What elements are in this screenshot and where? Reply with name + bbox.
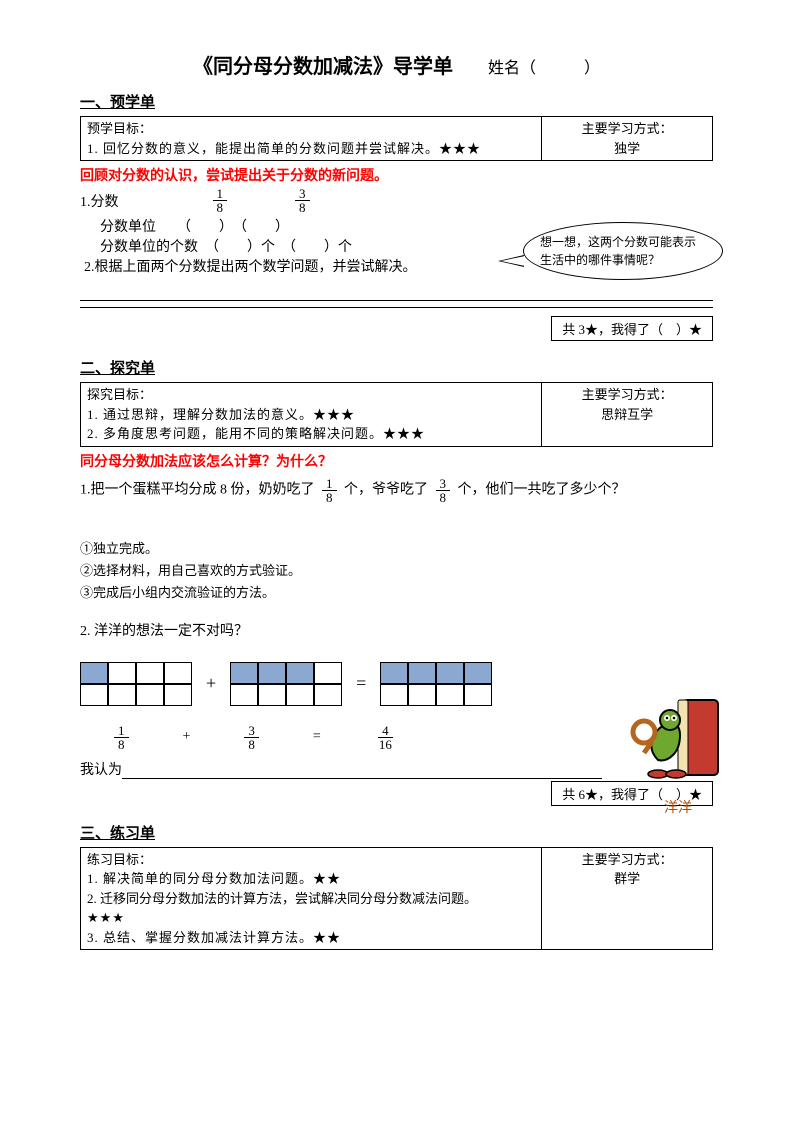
- sec2-red-instruction: 同分母分数加法应该怎么计算？为什么？: [80, 451, 713, 471]
- sec1-score-box[interactable]: 共 3★，我得了（ ）★: [551, 316, 713, 341]
- write-line-1[interactable]: [80, 300, 713, 301]
- q1-frac2: 3 8: [436, 477, 451, 504]
- sec2-question1: 1.把一个蛋糕平均分成 8 份，奶奶吃了 1 8 个，爷爷吃了 3 8 个，他们…: [80, 477, 713, 504]
- grid-b: [230, 662, 342, 706]
- worm-icon: [628, 690, 728, 790]
- sec2-question2: 2. 洋洋的想法一定不对吗？: [80, 620, 713, 644]
- title-row: 《同分母分数加减法》导学单 姓名（ ）: [80, 50, 713, 79]
- sec2-goal-1: 1. 通过思辩，理解分数加法的意义。★★★: [87, 407, 355, 422]
- q1-part-a: 1.把一个蛋糕平均分成 8 份，奶奶吃了: [80, 482, 315, 497]
- sec1-goal-label: 预学目标：: [87, 121, 152, 136]
- step-2: ②选择材料，用自己喜欢的方式验证。: [80, 560, 713, 582]
- equals-sign-2: =: [313, 729, 321, 745]
- sec1-goal-text: 1. 回忆分数的意义，能提出简单的分数问题并尝试解决。★★★: [87, 141, 481, 156]
- eq-frac3: 4 16: [375, 724, 396, 751]
- sec1-line1: 1.分数 1 8 3 8: [80, 187, 713, 214]
- fraction-3-8: 3 8: [295, 187, 310, 214]
- section1-heading: 一、预学单: [80, 91, 713, 112]
- eq-frac2: 3 8: [244, 724, 259, 751]
- plus-sign-2: +: [183, 729, 191, 745]
- sec2-goal-label: 探究目标：: [87, 387, 152, 402]
- grid-c: [380, 662, 492, 706]
- sec1-mode-label: 主要学习方式：: [582, 121, 673, 136]
- sec1-mode-text: 独学: [614, 141, 640, 156]
- sec3-mode-label: 主要学习方式：: [582, 852, 673, 867]
- step-3: ③完成后小组内交流验证的方法。: [80, 582, 713, 604]
- section2-goal-table: 探究目标： 1. 通过思辩，理解分数加法的意义。★★★ 2. 多角度思考问题，能…: [80, 382, 713, 447]
- i-think-line[interactable]: 我认为: [80, 759, 713, 779]
- sec1-line1-label: 1.分数: [80, 191, 119, 211]
- write-line-2[interactable]: [80, 307, 713, 308]
- sec3-goal-label: 练习目标：: [87, 852, 152, 867]
- sec3-goal-3: 3. 总结、掌握分数加减法计算方法。★★: [87, 930, 341, 945]
- bubble-text: 想一想，这两个分数可能表示生活中的哪件事情呢？: [523, 222, 723, 280]
- thought-bubble: 想一想，这两个分数可能表示生活中的哪件事情呢？: [523, 222, 723, 280]
- q1-frac1: 1 8: [322, 477, 337, 504]
- section1-goal-table: 预学目标： 1. 回忆分数的意义，能提出简单的分数问题并尝试解决。★★★ 主要学…: [80, 116, 713, 161]
- grid-a: [80, 662, 192, 706]
- student-name-field[interactable]: 姓名（ ）: [488, 54, 600, 78]
- sec2-steps: ①独立完成。 ②选择材料，用自己喜欢的方式验证。 ③完成后小组内交流验证的方法。: [80, 538, 713, 604]
- section3-heading: 三、练习单: [80, 822, 713, 843]
- q1-part-b: 个，爷爷吃了: [344, 482, 428, 497]
- worksheet-page: 《同分母分数加减法》导学单 姓名（ ） 一、预学单 预学目标： 1. 回忆分数的…: [0, 0, 793, 1122]
- worm-label: 洋洋: [623, 797, 733, 817]
- eq-frac1: 1 8: [114, 724, 129, 751]
- sec3-goal-2b: ★★★: [87, 910, 125, 925]
- sec3-goal-1: 1. 解决简单的同分母分数加法问题。★★: [87, 871, 341, 886]
- step-1: ①独立完成。: [80, 538, 713, 560]
- worm-character: 洋洋: [623, 690, 733, 817]
- sec3-mode-text: 群学: [614, 871, 640, 886]
- sec2-mode-text: 思辩互学: [601, 407, 653, 422]
- section3-goal-table: 练习目标： 1. 解决简单的同分母分数加法问题。★★ 2. 迁移同分母分数加法的…: [80, 847, 713, 951]
- page-title: 《同分母分数加减法》导学单: [193, 50, 453, 79]
- i-think-label: 我认为: [80, 763, 122, 778]
- sec2-goal-2: 2. 多角度思考问题，能用不同的策略解决问题。★★★: [87, 426, 425, 441]
- sec1-red-instruction: 回顾对分数的认识，尝试提出关于分数的新问题。: [80, 165, 713, 185]
- fraction-grid-row: + =: [80, 662, 713, 706]
- q1-part-c: 个，他们一共吃了多少个？: [458, 482, 626, 497]
- plus-sign-1: +: [206, 673, 216, 694]
- sec3-goal-2: 2. 迁移同分母分数加法的计算方法，尝试解决同分母分数减法问题。: [87, 891, 477, 906]
- sec2-mode-label: 主要学习方式：: [582, 387, 673, 402]
- equals-sign-1: =: [356, 673, 366, 694]
- section2-heading: 二、探究单: [80, 357, 713, 378]
- fraction-1-8: 1 8: [213, 187, 228, 214]
